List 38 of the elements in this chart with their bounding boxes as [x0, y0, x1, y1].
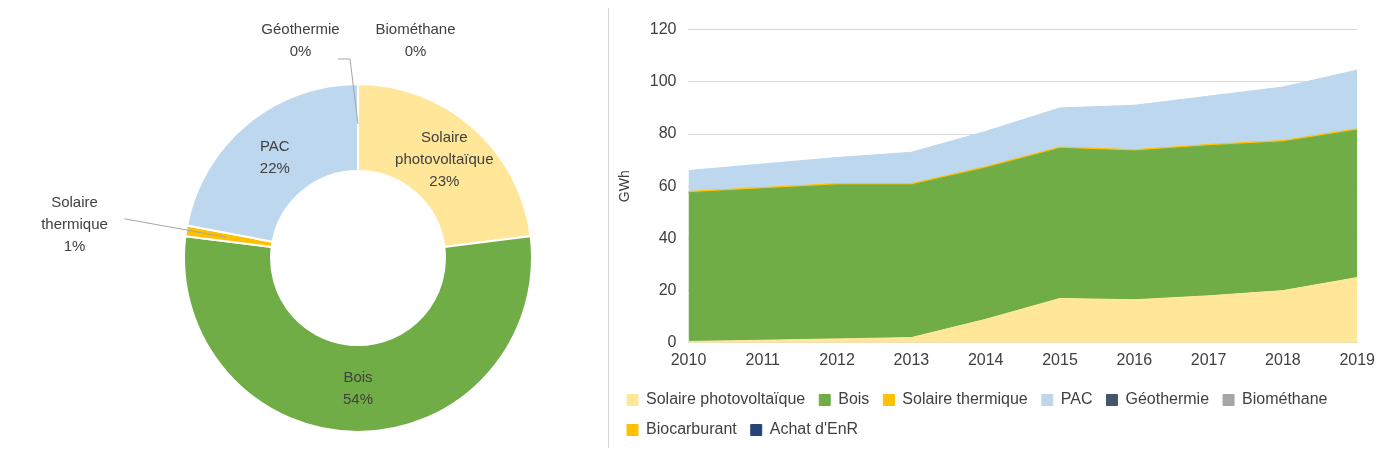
y-tick-label: 40 — [658, 228, 677, 246]
slice-label: Bois — [343, 367, 373, 385]
data-label: 23% — [429, 172, 460, 190]
y-tick-label: 20 — [658, 281, 677, 299]
category-label: Biométhane — [375, 20, 456, 38]
x-tick-label: 2012 — [819, 350, 855, 368]
legend-label: Achat d'EnR — [769, 420, 859, 438]
slice-label: Solaire thermique — [41, 192, 108, 232]
data-label: 22% — [259, 158, 290, 176]
x-tick-label: 2019 — [1339, 350, 1376, 368]
x-tick-label: 2014 — [967, 350, 1004, 368]
x-tick-label: 2015 — [1042, 350, 1078, 368]
text: 0% — [404, 42, 427, 60]
legend-label: Biométhane — [1242, 390, 1328, 408]
slice-label: Solaire photovoltaïque — [395, 128, 494, 168]
data-label: 1% — [63, 236, 86, 254]
y-tick-label: 100 — [649, 72, 677, 90]
x-tick-label: 2016 — [1116, 350, 1153, 368]
x-tick-label: 2011 — [745, 350, 781, 368]
y-tick-label: 120 — [649, 20, 677, 38]
y-tick-label: 60 — [658, 176, 677, 194]
legend-label: Solaire photovoltaïque — [646, 390, 806, 408]
legend-label: Solaire thermique — [902, 390, 1028, 408]
x-tick-label: 2013 — [893, 350, 930, 368]
legend-label: PAC — [1060, 390, 1093, 408]
x-tick-label: 2010 — [670, 350, 707, 368]
y-tick-label: 80 — [658, 124, 677, 142]
legend-label: Biocarburant — [646, 420, 738, 438]
legend-label: Bois — [838, 390, 870, 408]
legend-label: Géothermie — [1125, 390, 1210, 408]
category-label: Géothermie — [261, 20, 340, 38]
slice-label: PAC — [259, 136, 290, 154]
y-axis-title: GWh — [616, 170, 633, 203]
text: 0% — [289, 42, 312, 60]
x-tick-label: 2017 — [1190, 350, 1227, 368]
y-tick-label: 0 — [667, 333, 677, 351]
x-tick-label: 2018 — [1265, 350, 1301, 368]
data-label: 54% — [342, 389, 374, 407]
